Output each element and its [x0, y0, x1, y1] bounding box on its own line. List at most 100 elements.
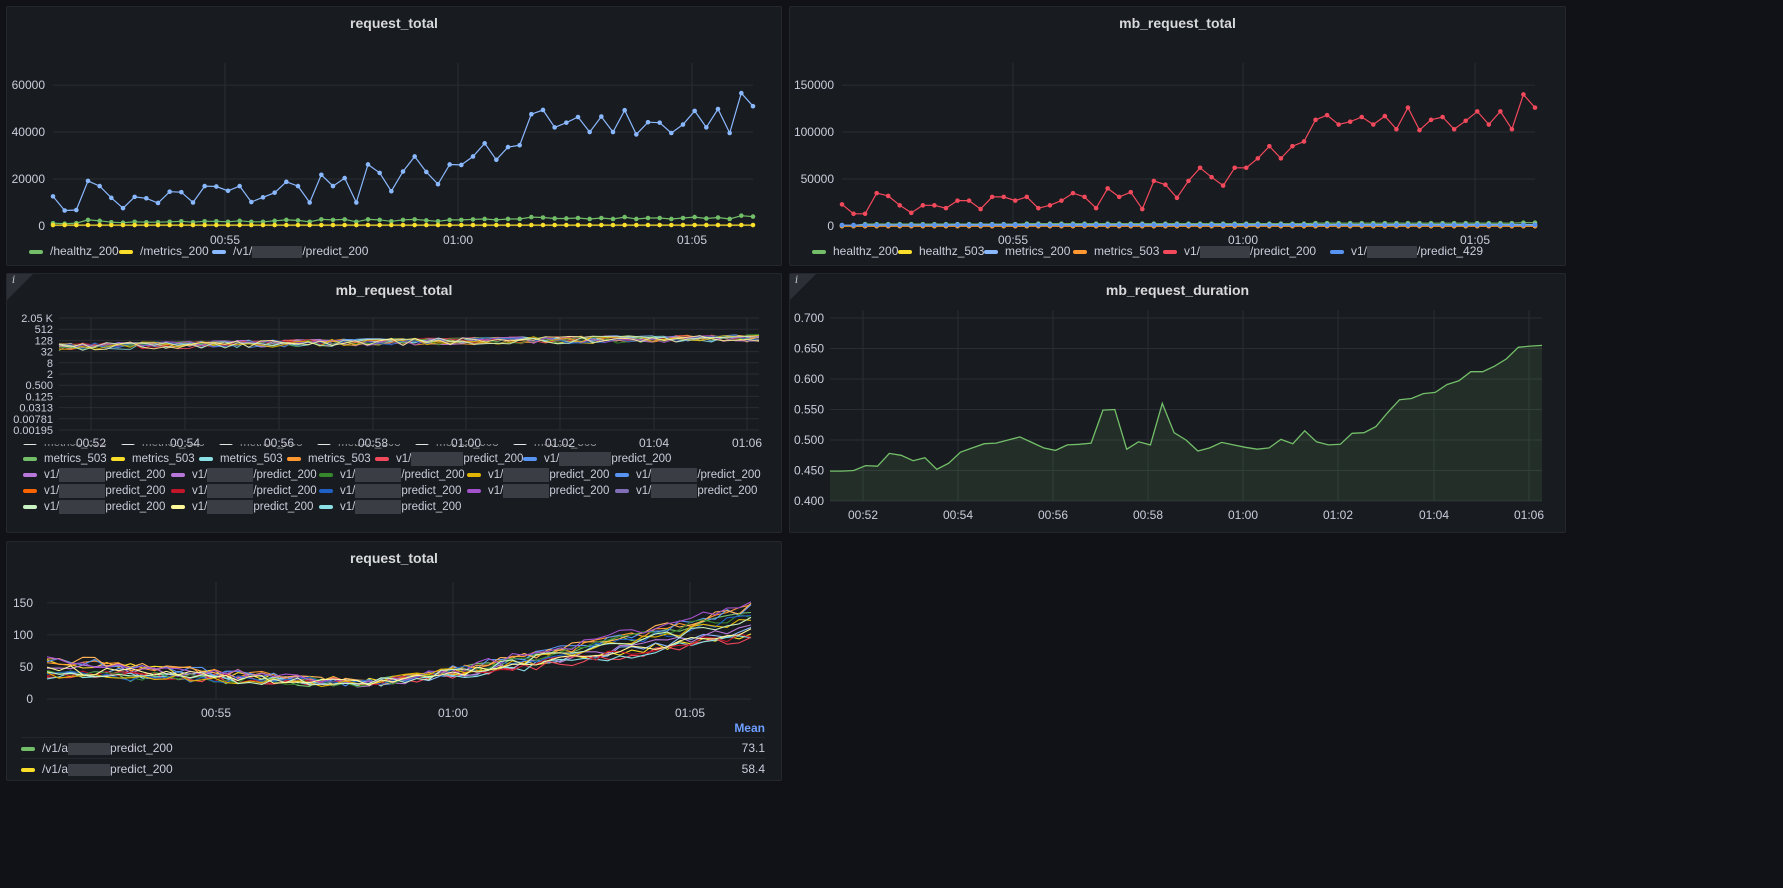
- legend-swatch: [615, 488, 629, 493]
- legend-swatch: [467, 488, 481, 493]
- series-line: [830, 344, 1543, 472]
- legend-row[interactable]: /v1/a predict_200 58.4: [21, 758, 765, 779]
- legend-label: metrics_503: [534, 444, 597, 449]
- legend-item[interactable]: v1/ /predict_429: [1330, 243, 1483, 259]
- data-point: [1151, 178, 1157, 184]
- legend-item[interactable]: /metrics_200: [119, 243, 209, 259]
- legend-item[interactable]: healthz_503: [898, 243, 984, 259]
- legend-item[interactable]: metrics_503: [317, 444, 401, 451]
- panel-title[interactable]: mb_request_duration: [1105, 282, 1250, 298]
- data-point: [190, 200, 196, 205]
- legend-header-mean[interactable]: Mean: [734, 721, 765, 735]
- data-point: [989, 222, 995, 228]
- panel-mb-request-total-top[interactable]: mb_request_total 0 50000 100000 150000 00:55…: [789, 6, 1566, 266]
- data-point: [1012, 222, 1018, 228]
- panel-request-total-top[interactable]: request_total 0 20000 40000 60000 00:55 01:00…: [6, 6, 782, 266]
- legend-swatch: [319, 504, 333, 509]
- panel-title[interactable]: mb_request_total: [335, 282, 453, 298]
- legend-item[interactable]: metrics_200: [984, 243, 1070, 259]
- legend-item[interactable]: metrics_503: [287, 451, 371, 467]
- legend-item[interactable]: v1/predict_200: [23, 499, 165, 515]
- series-line: [46, 616, 752, 686]
- data-point: [330, 183, 336, 189]
- data-point: [1324, 222, 1330, 228]
- legend-item[interactable]: v1/predict_200: [467, 483, 609, 499]
- legend-item[interactable]: v1/ /predict_200: [171, 483, 317, 499]
- data-point: [622, 222, 627, 228]
- legend-label: v1/: [340, 485, 356, 497]
- panel-mb-request-duration[interactable]: i mb_request_duration 0.400 0.450 0.500 0.5…: [789, 273, 1566, 533]
- legend-item[interactable]: v1/predict_200: [319, 483, 461, 499]
- legend-item[interactable]: v1/predict_200: [319, 499, 461, 515]
- legend-swatch: [23, 444, 37, 445]
- panel-request-total-bottom[interactable]: request_total 0 50 100 150 00:55 01:00 01:05 M…: [6, 541, 782, 781]
- legend-item[interactable]: v1/predict_200: [523, 451, 671, 467]
- legend-item[interactable]: metrics_503: [111, 451, 195, 467]
- legend-item[interactable]: v1/ /predict_200: [1163, 243, 1316, 259]
- legend-item[interactable]: v1/ /predict_200: [319, 467, 465, 483]
- data-point: [599, 114, 604, 119]
- data-point: [237, 183, 242, 189]
- legend-item[interactable]: /healthz_200: [29, 243, 119, 259]
- data-point: [657, 222, 662, 228]
- data-point: [634, 222, 639, 228]
- data-point: [295, 222, 301, 228]
- data-point: [1151, 222, 1157, 228]
- data-point: [1082, 222, 1087, 228]
- legend-label: v1/: [544, 453, 560, 465]
- info-icon[interactable]: i: [12, 275, 16, 286]
- data-point: [307, 200, 312, 205]
- data-point: [482, 141, 487, 146]
- legend-label: healthz_200: [833, 244, 899, 258]
- legend-item[interactable]: metrics_503: [219, 444, 303, 451]
- data-point: [1451, 222, 1457, 228]
- info-icon[interactable]: i: [795, 275, 799, 286]
- panel-mb-request-total-log[interactable]: i mb_request_total 0.00195 0.00781 0.0313 0…: [6, 273, 782, 533]
- info-corner[interactable]: i: [7, 274, 33, 300]
- redacted-block: [355, 499, 402, 514]
- legend-item[interactable]: v1/ /predict_200: [171, 467, 317, 483]
- legend-item[interactable]: metrics_503: [23, 451, 107, 467]
- redacted-block: [1200, 245, 1251, 258]
- panel-title[interactable]: request_total: [350, 15, 438, 31]
- legend-item[interactable]: metrics_503: [23, 444, 107, 451]
- data-point: [680, 122, 686, 127]
- legend-item[interactable]: v1/predict_200: [467, 467, 609, 483]
- data-point: [1324, 112, 1330, 118]
- data-point: [85, 222, 91, 228]
- legend-item[interactable]: v1/predict_200: [615, 483, 757, 499]
- legend-item[interactable]: v1/predict_200: [171, 499, 313, 515]
- panel-title[interactable]: request_total: [350, 550, 438, 566]
- panel-title[interactable]: mb_request_total: [1119, 15, 1236, 31]
- legend-item[interactable]: metrics_503: [1073, 243, 1159, 259]
- legend-item[interactable]: /v1/ /predict_200: [212, 243, 368, 259]
- data-point: [214, 184, 219, 189]
- legend-item[interactable]: v1/predict_200: [23, 483, 165, 499]
- legend-item[interactable]: metrics_503: [199, 451, 283, 467]
- legend-row[interactable]: /v1/a predict_200 73.1: [21, 737, 765, 758]
- data-point: [1093, 205, 1099, 211]
- legend-item[interactable]: v1/predict_200: [375, 451, 523, 467]
- data-point: [1255, 222, 1261, 228]
- data-point: [715, 215, 721, 220]
- data-point: [1278, 222, 1284, 228]
- legend-item[interactable]: metrics_503: [415, 444, 499, 451]
- legend-label: v1/: [192, 501, 208, 513]
- legend-label: /v1/: [233, 244, 253, 258]
- legend-label: v1/: [340, 501, 356, 513]
- data-point: [1174, 222, 1180, 228]
- legend-item[interactable]: metrics_503: [513, 444, 597, 451]
- legend-item[interactable]: v1/ /predict_200: [615, 467, 761, 483]
- data-point: [955, 222, 960, 228]
- info-corner[interactable]: i: [790, 274, 816, 300]
- data-point: [943, 222, 949, 228]
- legend-item[interactable]: v1/predict_200: [23, 467, 165, 483]
- legend-item[interactable]: metrics_503: [121, 444, 205, 451]
- data-point: [120, 205, 126, 211]
- series-line: [46, 619, 752, 687]
- legend-item[interactable]: healthz_200: [812, 243, 898, 259]
- data-point: [1047, 203, 1053, 208]
- legend-label: healthz_503: [919, 244, 985, 258]
- legend-label: predict_200: [253, 501, 314, 513]
- data-point: [284, 217, 289, 223]
